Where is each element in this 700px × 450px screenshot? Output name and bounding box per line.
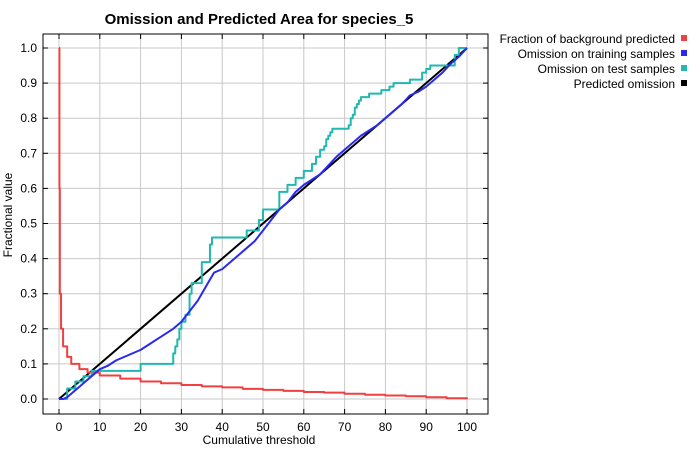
x-tick-label: 100: [457, 420, 477, 434]
x-tick-label: 0: [56, 420, 63, 434]
legend: Fraction of background predictedOmission…: [500, 32, 687, 91]
x-tick-label: 30: [175, 420, 189, 434]
series-line-omission-on-training-samples: [59, 47, 468, 400]
y-tick-label: 0.1: [20, 357, 37, 371]
x-tick-label: 10: [93, 420, 107, 434]
legend-swatch: [681, 65, 687, 71]
series-line-omission-on-test-samples: [59, 47, 467, 400]
legend-label: Fraction of background predicted: [500, 32, 675, 46]
legend-label: Omission on test samples: [538, 62, 675, 76]
y-tick-label: 1.0: [20, 41, 37, 55]
y-tick-label: 0.7: [20, 146, 37, 160]
axis-ticks: 0 10 20 30 40 50 60 70 80 90 100 0.0 0.1 0.2 0.3 0.4 0.5…: [20, 34, 488, 434]
grid-lines: [43, 34, 488, 414]
y-tick-label: 0.3: [20, 287, 37, 301]
y-axis-label: Fractional value: [1, 172, 15, 257]
x-tick-label: 40: [216, 420, 230, 434]
x-tick-label: 90: [420, 420, 434, 434]
x-tick-label: 80: [379, 420, 393, 434]
y-tick-label: 0.4: [20, 252, 37, 266]
series-line-fraction-of-background-predicted: [58, 47, 468, 400]
x-tick-label: 70: [338, 420, 352, 434]
legend-swatch: [681, 35, 687, 41]
chart-title: Omission and Predicted Area for species_…: [105, 11, 414, 28]
y-tick-label: 0.2: [20, 322, 37, 336]
y-tick-label: 0.0: [20, 392, 37, 406]
legend-label: Omission on training samples: [518, 47, 675, 61]
x-axis-label: Cumulative threshold: [203, 433, 316, 447]
y-tick-label: 0.5: [20, 217, 37, 231]
x-tick-label: 20: [134, 420, 148, 434]
legend-swatch: [681, 80, 687, 86]
x-tick-label: 60: [297, 420, 311, 434]
legend-label: Predicted omission: [574, 77, 675, 91]
y-tick-label: 0.8: [20, 111, 37, 125]
legend-swatch: [681, 50, 687, 56]
x-tick-label: 50: [256, 420, 270, 434]
y-tick-label: 0.9: [20, 76, 37, 90]
plot-series: [58, 47, 468, 400]
y-tick-label: 0.6: [20, 181, 37, 195]
